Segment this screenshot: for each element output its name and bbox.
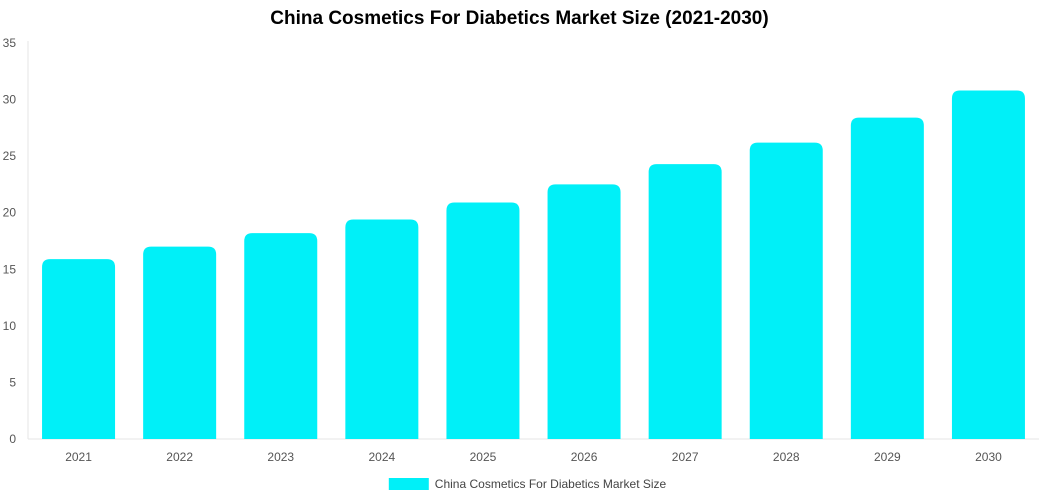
bar-2021[interactable] — [42, 259, 116, 439]
bar-2022[interactable] — [143, 246, 217, 439]
bar-2028[interactable] — [749, 142, 823, 439]
x-tick-label: 2023 — [267, 450, 294, 464]
bar-2029[interactable] — [850, 117, 924, 439]
x-axis: 2021 2022 2023 2024 2025 2026 2027 2028 2029 2030 — [28, 438, 1039, 464]
y-tick-label: 10 — [3, 319, 17, 333]
y-tick-label: 0 — [9, 432, 16, 446]
chart-title: China Cosmetics For Diabetics Market Siz… — [270, 8, 769, 29]
legend-swatch[interactable] — [388, 478, 429, 490]
bar-2026[interactable] — [547, 184, 621, 439]
bars — [42, 90, 1025, 440]
x-tick-label: 2028 — [773, 450, 800, 464]
y-tick-label: 20 — [3, 206, 17, 220]
bar-2023[interactable] — [244, 233, 318, 439]
y-tick-label: 35 — [3, 36, 17, 50]
bar-2030[interactable] — [951, 90, 1025, 440]
x-tick-label: 2022 — [166, 450, 193, 464]
bar-2027[interactable] — [648, 164, 722, 439]
x-tick-label: 2024 — [368, 450, 395, 464]
y-tick-label: 15 — [3, 262, 17, 276]
x-tick-label: 2027 — [672, 450, 699, 464]
legend[interactable]: China Cosmetics For Diabetics Market Siz… — [388, 477, 667, 491]
x-tick-label: 2026 — [571, 450, 598, 464]
x-tick-label: 2030 — [975, 450, 1002, 464]
legend-label[interactable]: China Cosmetics For Diabetics Market Siz… — [435, 477, 667, 491]
bar-2024[interactable] — [345, 219, 419, 439]
y-tick-label: 30 — [3, 93, 17, 107]
y-tick-label: 5 — [9, 375, 16, 389]
x-tick-label: 2025 — [470, 450, 497, 464]
bar-2025[interactable] — [446, 202, 520, 439]
y-tick-label: 25 — [3, 149, 17, 163]
x-tick-label: 2021 — [65, 450, 92, 464]
x-tick-label: 2029 — [874, 450, 901, 464]
y-axis: 0 5 10 15 20 25 30 35 — [3, 36, 29, 446]
